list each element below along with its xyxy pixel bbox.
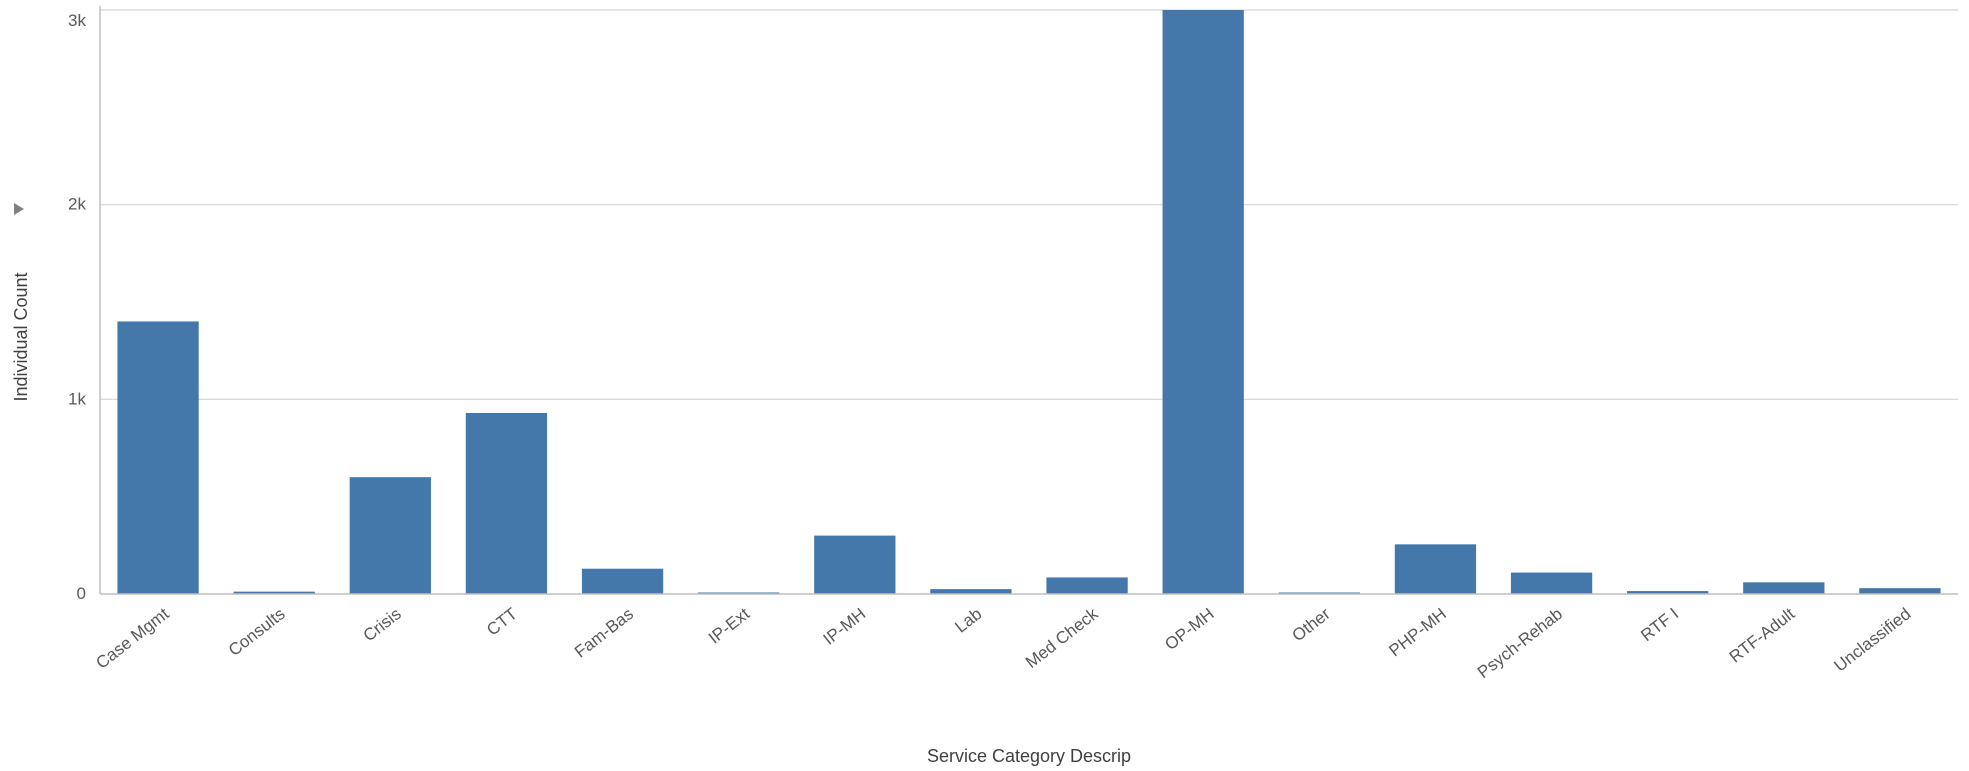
axes <box>99 6 1958 595</box>
bar[interactable] <box>117 321 199 594</box>
bar[interactable] <box>1627 591 1709 594</box>
y-tick-label: 3k <box>68 11 86 30</box>
y-tick-label: 1k <box>68 389 86 408</box>
x-tick-label: Consults <box>225 604 289 660</box>
bars <box>117 10 1941 594</box>
bar[interactable] <box>1394 544 1477 594</box>
x-tick-label: RTF-Adult <box>1726 604 1799 667</box>
bar[interactable] <box>233 591 315 594</box>
x-tick-label: OP-MH <box>1161 604 1217 654</box>
bar[interactable] <box>1046 577 1128 594</box>
y-tick-label: 0 <box>77 584 86 603</box>
x-tick-label: RTF I <box>1637 604 1682 645</box>
bar[interactable] <box>930 589 1012 594</box>
x-tick-label: CTT <box>483 604 521 639</box>
bar[interactable] <box>581 568 664 594</box>
y-tick-labels: 0 1k 2k 3k <box>68 11 86 603</box>
x-tick-label: Unclassified <box>1830 604 1914 675</box>
x-tick-label: Psych-Rehab <box>1474 604 1566 682</box>
bar[interactable] <box>1743 582 1825 594</box>
bar[interactable] <box>465 412 548 594</box>
x-tick-label: PHP-MH <box>1385 604 1450 660</box>
x-tick-label: Fam-Bas <box>571 604 637 661</box>
y-axis-title: Individual Count <box>11 272 31 401</box>
bar[interactable] <box>1162 10 1244 594</box>
bar[interactable] <box>349 477 431 594</box>
y-tick-label: 2k <box>68 195 86 214</box>
bar[interactable] <box>814 535 896 594</box>
x-tick-label: IP-Ext <box>705 604 753 648</box>
x-tick-label: IP-MH <box>820 604 870 649</box>
gridlines <box>100 9 1958 400</box>
y-axis-menu-arrow-icon[interactable] <box>14 203 24 215</box>
x-tick-label: Other <box>1289 604 1334 645</box>
x-tick-label: Case Mgmt <box>92 604 172 673</box>
bar[interactable] <box>1510 572 1593 594</box>
x-tick-label: Crisis <box>360 604 405 645</box>
x-tick-label: Lab <box>951 604 985 636</box>
x-tick-label: Med Check <box>1022 604 1102 672</box>
x-tick-labels: Case Mgmt Consults Crisis CTT Fam-Bas IP-Ext I… <box>92 604 1914 682</box>
bar[interactable] <box>1859 588 1941 594</box>
x-axis-title: Service Category Descrip <box>927 746 1131 766</box>
